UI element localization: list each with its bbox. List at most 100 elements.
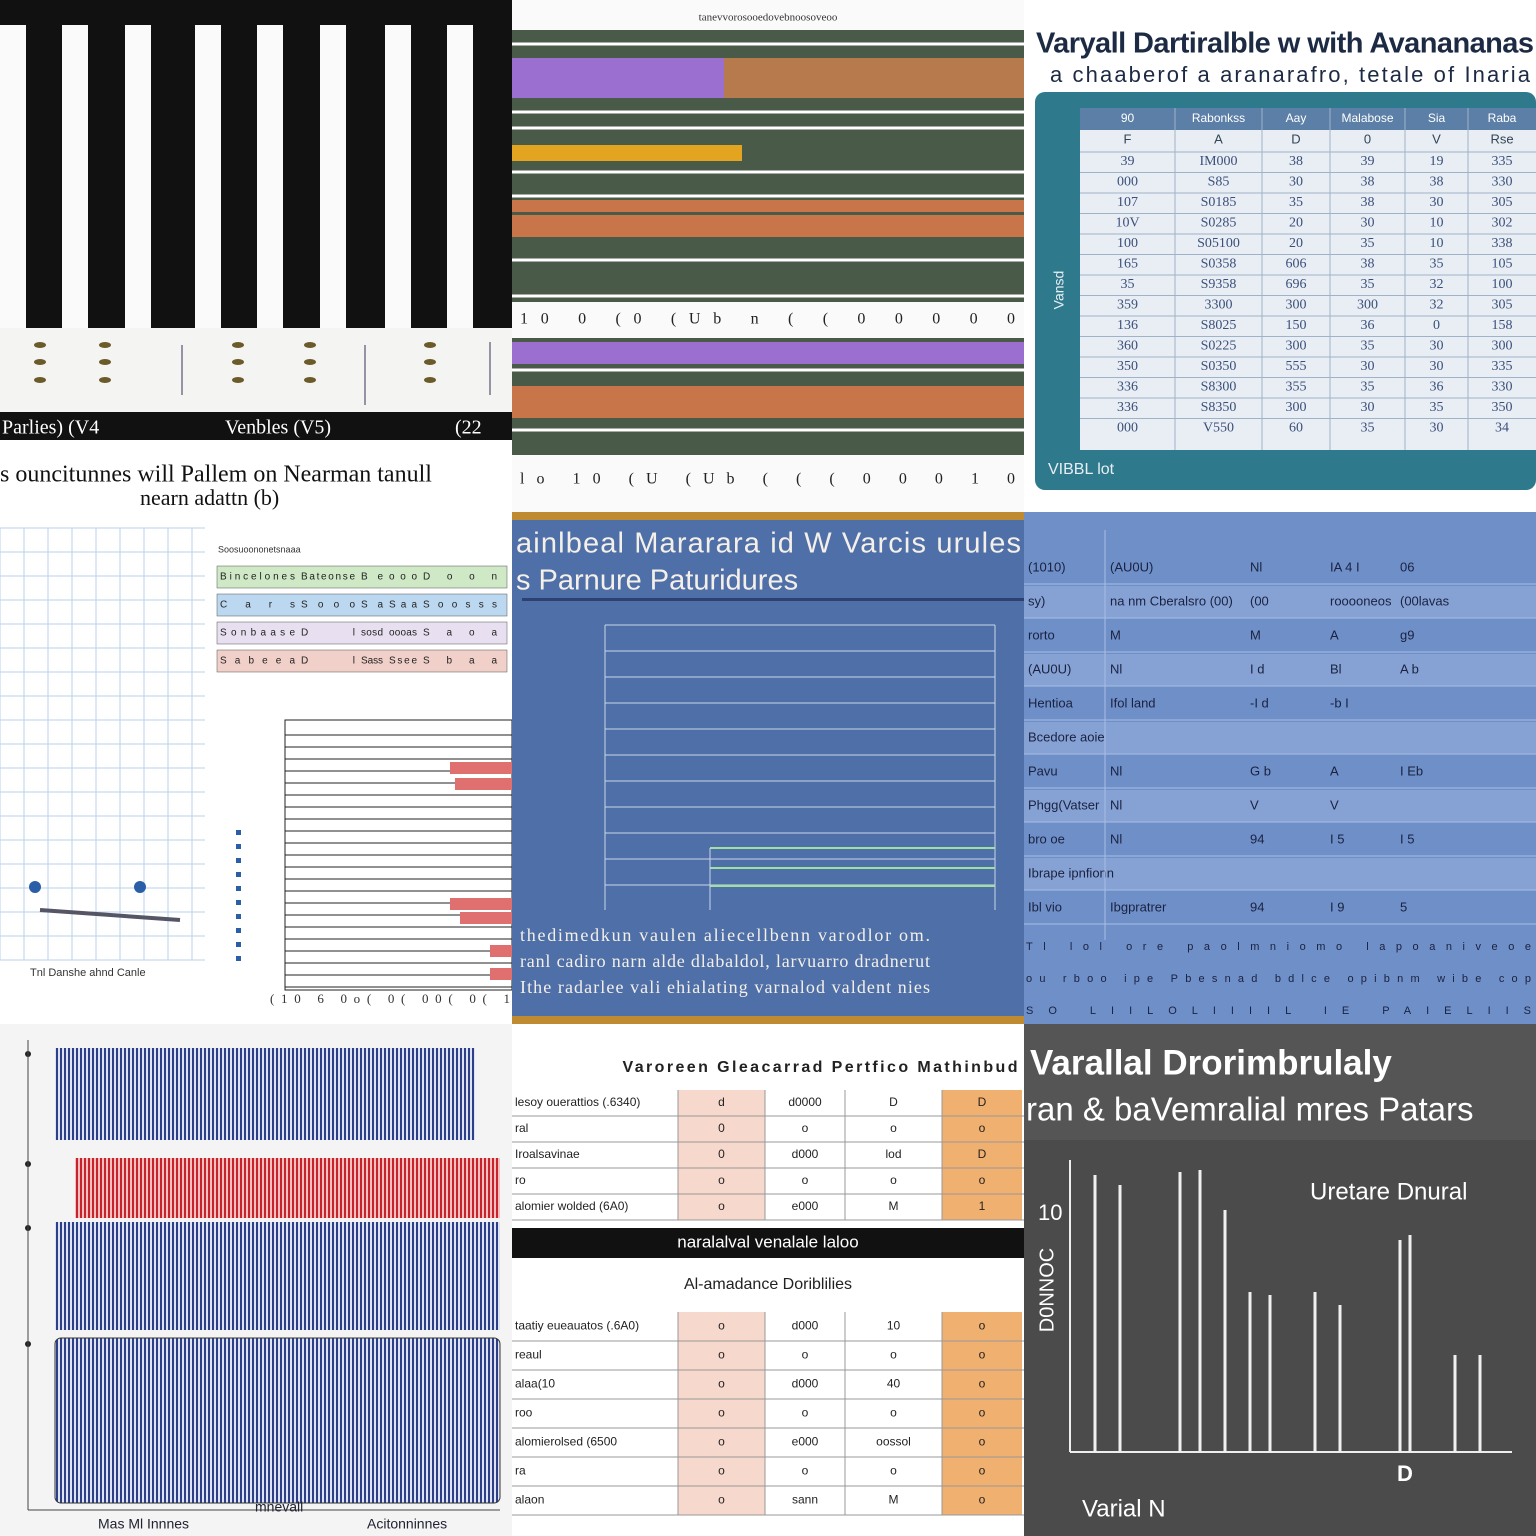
shape [257, 25, 283, 328]
shape [678, 1090, 765, 1220]
table-cell: S05100 [1197, 236, 1240, 251]
shape [678, 1312, 765, 1515]
table-header: Sia [1428, 111, 1446, 125]
table-cell: S0285 [1201, 216, 1237, 231]
shape [125, 25, 151, 328]
table-cell: o [802, 1173, 809, 1187]
table-cell: 105 [1492, 257, 1513, 272]
table-cell: 336 [1117, 380, 1138, 395]
chart-subtitle: ran & baVemralial mres Patars [1026, 1091, 1474, 1128]
table-cell: 36 [1430, 380, 1444, 395]
table-cell: 34 [1495, 421, 1509, 436]
marker [34, 342, 46, 348]
table-cell: 000 [1117, 175, 1138, 190]
table-cell: 0 [718, 1121, 725, 1135]
table-cell: 36 [1361, 318, 1375, 333]
table-cell: D [978, 1095, 987, 1109]
table-cell: M [889, 1493, 899, 1507]
table-cell: 330 [1492, 175, 1513, 190]
chart-title: Al-amadance Doriblilies [684, 1276, 852, 1293]
shape [512, 0, 1024, 30]
table-cell: 3300 [1205, 298, 1233, 313]
table-cell: d [718, 1095, 725, 1109]
figure [134, 881, 146, 893]
table-cell: Ssee [389, 656, 417, 667]
table-cell: Nl [1110, 661, 1122, 676]
table-cell: G b [1250, 763, 1271, 778]
table-cell: 19 [1430, 154, 1444, 169]
table-cell: 32 [1430, 298, 1444, 313]
shape [512, 215, 1024, 237]
table-cell: 94 [1250, 899, 1264, 914]
table-cell: 30 [1430, 339, 1444, 354]
table-cell: lesoy ouerattios (.6340) [515, 1095, 640, 1109]
shape [512, 512, 1024, 1024]
table-cell: 5 [1400, 899, 1407, 914]
footer: VIBBL lot [1048, 461, 1115, 478]
table-cell: Ifol land [1110, 695, 1156, 710]
shape [1024, 1140, 1536, 1536]
table-cell: ral [515, 1121, 528, 1135]
table-cell: rorto [1028, 627, 1055, 642]
table-cell: 30 [1430, 421, 1444, 436]
table-cell: 06 [1400, 559, 1414, 574]
table-cell: alaon [515, 1493, 544, 1507]
shape [1080, 108, 1536, 450]
table-cell: 360 [1117, 339, 1138, 354]
table-cell: 35 [1361, 236, 1375, 251]
table-cell: 38 [1289, 154, 1303, 169]
table-cell: o [718, 1377, 725, 1391]
table-cell: M [1110, 627, 1121, 642]
table-cell: 35 [1361, 380, 1375, 395]
table-cell: M [1250, 627, 1261, 642]
shape [512, 58, 724, 98]
table-cell: Hentioa [1028, 695, 1074, 710]
table-cell: A [1330, 627, 1339, 642]
table-cell: (AU0U) [1028, 661, 1071, 676]
x-tick-label: D [1397, 1461, 1413, 1486]
table-cell: Ibrape ipnfionn [1028, 865, 1114, 880]
table-cell: 350 [1117, 359, 1138, 374]
shape [320, 25, 346, 328]
marker [424, 342, 436, 348]
table-cell: 39 [1121, 154, 1135, 169]
table-cell: 60 [1289, 421, 1303, 436]
table-cell: 38 [1361, 175, 1375, 190]
table-cell: g9 [1400, 627, 1414, 642]
chart-title: Varallal Drorimbrulaly [1030, 1043, 1392, 1082]
table-header: Aay [1286, 111, 1307, 125]
shape [75, 1158, 500, 1218]
shape [512, 342, 1024, 364]
footer: Tnl Danshe ahnd Canle [30, 967, 146, 979]
table-cell: alomier wolded (6A0) [515, 1199, 628, 1213]
table-cell: I 5 [1330, 831, 1344, 846]
shape [512, 404, 1024, 418]
table-cell: Sass [361, 656, 383, 667]
band-title: naralalval venalale laloo [677, 1232, 858, 1251]
table-cell: o [979, 1435, 986, 1449]
shape [236, 844, 241, 849]
figure [29, 881, 41, 893]
table-cell: (1010) [1028, 559, 1066, 574]
table-cell: Nl [1110, 797, 1122, 812]
table-cell: o [718, 1406, 725, 1420]
marker [304, 359, 316, 365]
shape [447, 25, 473, 328]
table-cell: d000 [792, 1377, 819, 1391]
table-cell: ooo [389, 572, 417, 583]
table-cell: Bateonse [301, 572, 355, 583]
table-cell: o [802, 1406, 809, 1420]
marker [99, 359, 111, 365]
table-cell: o [979, 1173, 986, 1187]
table-cell: 696 [1286, 277, 1307, 292]
rule [39, 908, 181, 922]
table-cell: 38 [1430, 175, 1444, 190]
note: ranl cadiro narn alde dlabaldol, larvuar… [520, 951, 930, 971]
marker [424, 377, 436, 383]
table-cell: 335 [1492, 154, 1513, 169]
table-cell: D [889, 1095, 898, 1109]
shape [62, 25, 88, 328]
table-cell: 300 [1286, 339, 1307, 354]
table-cell: 555 [1286, 359, 1307, 374]
table-cell: oossol [876, 1435, 911, 1449]
